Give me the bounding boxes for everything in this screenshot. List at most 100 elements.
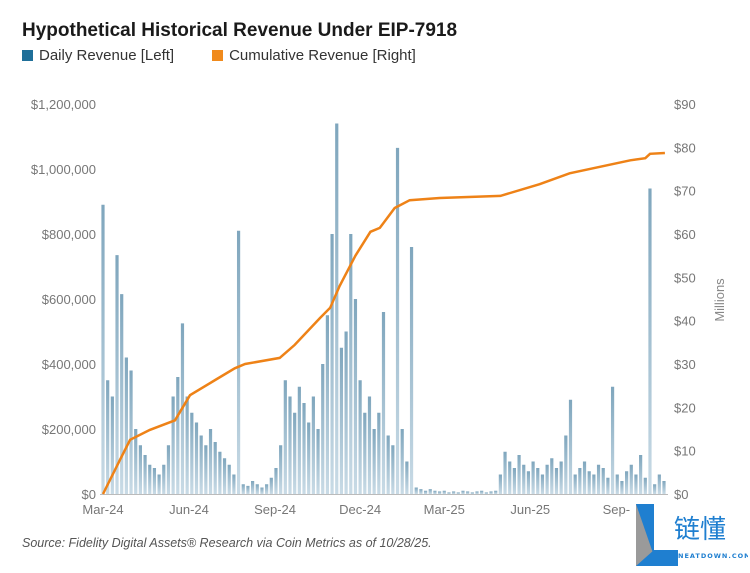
daily-bar	[578, 468, 582, 494]
daily-bar	[657, 474, 661, 494]
daily-bar	[236, 230, 241, 494]
daily-bar	[311, 396, 315, 494]
daily-bar	[536, 468, 540, 494]
daily-bar	[512, 468, 516, 494]
daily-bar	[409, 247, 414, 494]
daily-bar	[475, 491, 479, 494]
svg-text:NEATDOWN.COM: NEATDOWN.COM	[678, 552, 748, 560]
daily-bar	[274, 468, 278, 494]
daily-bar	[400, 429, 404, 494]
daily-bar	[484, 492, 488, 494]
right-axis-tick-label: $30	[674, 357, 696, 372]
x-axis-tick-label: Mar-25	[424, 502, 465, 517]
daily-bar	[648, 188, 652, 494]
daily-bar	[559, 461, 563, 494]
watermark-logo: 链懂 NEATDOWN.COM	[636, 504, 748, 566]
x-axis-ticks: Mar-24 Jun-24 Sep-24 Dec-24 Mar-25 Jun-25 Sep-	[82, 502, 630, 517]
left-axis-ticks: $0 $200,000 $400,000 $600,000 $800,000 $1,000…	[31, 97, 96, 502]
daily-bar	[143, 455, 147, 494]
daily-bar	[620, 481, 624, 494]
daily-bar	[316, 429, 320, 494]
daily-bar	[531, 461, 535, 494]
right-axis-tick-label: $20	[674, 400, 696, 415]
daily-bar	[447, 492, 451, 494]
daily-bar	[204, 445, 208, 494]
daily-bar	[335, 123, 339, 494]
daily-bar	[634, 474, 638, 494]
daily-bar	[349, 234, 353, 494]
daily-bar	[540, 474, 545, 494]
daily-bar	[279, 445, 283, 494]
daily-bar	[222, 458, 227, 494]
x-axis-tick-label: Jun-24	[169, 502, 209, 517]
daily-bar	[194, 422, 199, 494]
left-axis-tick-label: $0	[82, 487, 96, 502]
daily-bar	[550, 458, 554, 494]
daily-bar	[386, 435, 390, 494]
x-axis-tick-label: Mar-24	[82, 502, 123, 517]
daily-bar	[568, 399, 573, 494]
daily-bar	[615, 474, 619, 494]
daily-bar	[101, 204, 105, 494]
daily-bar	[255, 484, 259, 494]
daily-bar	[269, 477, 273, 494]
daily-bar	[372, 429, 376, 494]
daily-bar	[246, 485, 250, 494]
legend-swatch-cumulative	[212, 50, 224, 61]
daily-bar	[423, 490, 428, 494]
daily-bar	[610, 386, 615, 494]
daily-bar	[582, 461, 587, 494]
daily-bar	[489, 491, 493, 494]
daily-bar	[185, 396, 189, 494]
source-note: Source: Fidelity Digital Assets® Researc…	[22, 536, 432, 550]
daily-bar	[470, 492, 474, 494]
daily-bar	[176, 377, 180, 494]
daily-bar	[596, 464, 601, 494]
daily-bar	[438, 491, 442, 494]
daily-bar	[152, 468, 157, 494]
daily-bar	[503, 451, 507, 494]
daily-bars	[101, 123, 666, 494]
daily-bar	[498, 474, 502, 494]
left-axis-tick-label: $1,000,000	[31, 162, 96, 177]
daily-bar	[208, 429, 213, 494]
daily-bar	[606, 477, 610, 494]
daily-bar	[166, 445, 171, 494]
daily-bar	[433, 490, 437, 494]
daily-bar	[171, 396, 175, 494]
daily-bar	[260, 487, 264, 494]
daily-bar	[653, 484, 657, 494]
daily-bar	[639, 455, 643, 494]
daily-bar	[307, 422, 311, 494]
daily-bar	[545, 464, 549, 494]
legend: Daily Revenue [Left] Cumulative Revenue …	[22, 47, 416, 64]
left-axis-tick-label: $600,000	[42, 292, 96, 307]
daily-bar	[293, 412, 297, 494]
daily-bar	[288, 396, 292, 494]
daily-bar	[391, 445, 395, 494]
daily-bar	[442, 490, 446, 494]
daily-bar	[297, 386, 301, 494]
legend-label-cumulative: Cumulative Revenue [Right]	[229, 47, 416, 64]
right-axis-tick-label: $90	[674, 97, 696, 112]
svg-text:链懂: 链懂	[674, 515, 726, 545]
right-axis-tick-label: $70	[674, 184, 696, 199]
daily-bar	[526, 471, 531, 494]
daily-bar	[480, 490, 484, 494]
daily-bar	[302, 403, 306, 494]
daily-bar	[232, 474, 236, 494]
right-axis-label: Millions	[712, 278, 727, 322]
daily-bar	[115, 255, 119, 494]
x-axis-tick-label: Dec-24	[339, 502, 381, 517]
daily-bar	[377, 412, 381, 494]
daily-bar	[321, 364, 325, 494]
daily-bar	[218, 451, 222, 494]
daily-bar	[330, 234, 334, 494]
daily-bar	[461, 490, 465, 494]
daily-bar	[339, 347, 344, 494]
daily-bar	[138, 445, 142, 494]
daily-bar	[358, 380, 362, 494]
right-axis-tick-label: $10	[674, 444, 696, 459]
right-axis-tick-label: $60	[674, 227, 696, 242]
